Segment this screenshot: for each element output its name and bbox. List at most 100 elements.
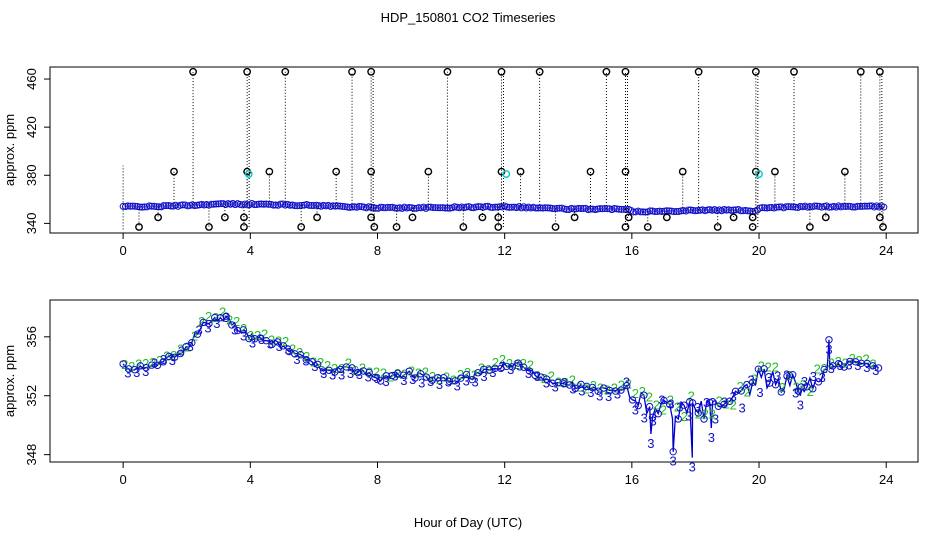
bottom-point <box>291 350 299 358</box>
bottom-series-3-label: 3 <box>578 383 585 398</box>
bottom-x-tick-label: 16 <box>625 472 639 487</box>
bottom-point <box>669 447 677 456</box>
top-baseline-point <box>792 203 800 211</box>
top-baseline-point <box>732 206 740 214</box>
top-mid-spike-point <box>265 167 274 176</box>
bottom-point <box>457 374 465 382</box>
top-baseline-point <box>687 206 695 214</box>
bottom-point <box>789 371 797 379</box>
bottom-point <box>654 410 662 418</box>
bottom-series-2-label: 2 <box>807 384 814 399</box>
top-baseline-point <box>773 203 781 211</box>
top-baseline-point <box>637 208 645 216</box>
top-baseline-point <box>291 202 299 210</box>
bottom-point <box>582 382 591 391</box>
bottom-point <box>628 396 637 404</box>
bottom-series-2-label: 2 <box>184 339 191 354</box>
bottom-series-3-label: 3 <box>320 366 327 381</box>
bottom-point <box>491 364 499 372</box>
bottom-point <box>273 338 282 346</box>
bottom-series-3-label: 3 <box>596 389 603 404</box>
bottom-point <box>130 366 139 374</box>
top-baseline-point <box>775 203 783 211</box>
bottom-series-2-label: 2 <box>387 369 394 384</box>
top-mid-spike-point <box>621 167 630 176</box>
top-baseline-point <box>298 201 306 209</box>
bottom-series-3-label: 3 <box>650 413 657 428</box>
bottom-series-3-label: 3 <box>658 392 665 407</box>
bottom-series-2-label: 2 <box>541 371 548 386</box>
bottom-series-2-label: 2 <box>198 314 205 329</box>
top-high-spike-point <box>348 67 356 76</box>
top-high-spike-point <box>751 67 760 76</box>
bottom-series-2-label: 2 <box>268 332 275 347</box>
top-y-tick-label: 460 <box>24 68 39 90</box>
top-mid-spike-point <box>332 167 341 176</box>
top-baseline-point <box>689 206 697 214</box>
bottom-series-2-label: 2 <box>555 374 562 389</box>
top-baseline-point <box>532 204 540 212</box>
bottom-series-2-label: 2 <box>772 359 779 374</box>
top-baseline-point <box>544 204 552 212</box>
top-baseline-point <box>467 204 475 212</box>
bottom-series-2-label: 2 <box>478 360 485 375</box>
top-baseline-point <box>861 202 869 210</box>
top-baseline-point <box>670 208 678 216</box>
top-baseline-point <box>179 201 187 209</box>
top-baseline-point <box>737 207 745 215</box>
bottom-series-2-label: 2 <box>275 334 282 349</box>
bottom-point <box>314 360 322 369</box>
bottom-series-2-label: 2 <box>128 359 135 374</box>
bottom-series-2-label: 2 <box>254 328 261 343</box>
bottom-series-2-label: 2 <box>156 353 163 368</box>
bottom-series-2-label: 2 <box>170 348 177 363</box>
bottom-series-3-label: 3 <box>739 401 746 416</box>
top-baseline-point <box>191 202 199 210</box>
bottom-series-3-label: 3 <box>525 366 532 381</box>
top-baseline-point <box>880 203 888 211</box>
bottom-point <box>159 358 167 366</box>
bottom-series-3-label: 3 <box>845 357 852 372</box>
bottom-series-2-label: 2 <box>534 368 541 383</box>
bottom-series-2-label: 2 <box>660 403 667 418</box>
top-baseline-point <box>339 202 347 210</box>
top-x-tick-label: 16 <box>625 243 639 258</box>
bottom-series-3-label: 3 <box>543 375 550 390</box>
bottom-series-2-label: 2 <box>821 361 828 376</box>
top-mid-spike-point <box>840 167 849 176</box>
bottom-series-2-label: 2 <box>240 321 247 336</box>
top-baseline-point <box>305 201 313 209</box>
bottom-series-2-label: 2 <box>345 355 352 370</box>
bottom-point <box>479 365 488 374</box>
bottom-point <box>148 361 156 369</box>
top-baseline-point <box>136 203 144 211</box>
bottom-series-3-label: 3 <box>231 322 238 337</box>
top-baseline-point <box>377 203 385 211</box>
top-high-spike-point <box>856 67 865 76</box>
bottom-series-3-label: 3 <box>623 374 630 389</box>
bottom-series-3-label: 3 <box>516 359 523 374</box>
top-high-spike-point <box>694 67 703 76</box>
top-baseline-point <box>596 205 604 213</box>
bottom-series-3-label: 3 <box>436 377 443 392</box>
top-baseline-point <box>813 202 821 210</box>
top-x-tick-label: 4 <box>247 243 254 258</box>
bottom-point <box>170 353 179 362</box>
bottom-series-3-label: 3 <box>534 369 541 384</box>
bottom-point <box>468 375 476 384</box>
bottom-x-tick-label: 12 <box>497 472 511 487</box>
bottom-point <box>439 373 448 382</box>
top-baseline-point <box>641 208 649 216</box>
bottom-series-3-label: 3 <box>311 359 318 374</box>
top-high-spike-point <box>535 67 544 76</box>
bottom-series-2-label: 2 <box>744 384 751 399</box>
bottom-series-3-label: 3 <box>614 387 621 402</box>
top-baseline-point <box>691 207 699 215</box>
bottom-point <box>445 377 454 386</box>
bottom-series-2-label: 2 <box>569 372 576 387</box>
bottom-point <box>565 381 574 389</box>
top-baseline-point <box>207 200 215 208</box>
bottom-series-3-label: 3 <box>178 343 185 358</box>
top-baseline-point <box>508 203 516 211</box>
